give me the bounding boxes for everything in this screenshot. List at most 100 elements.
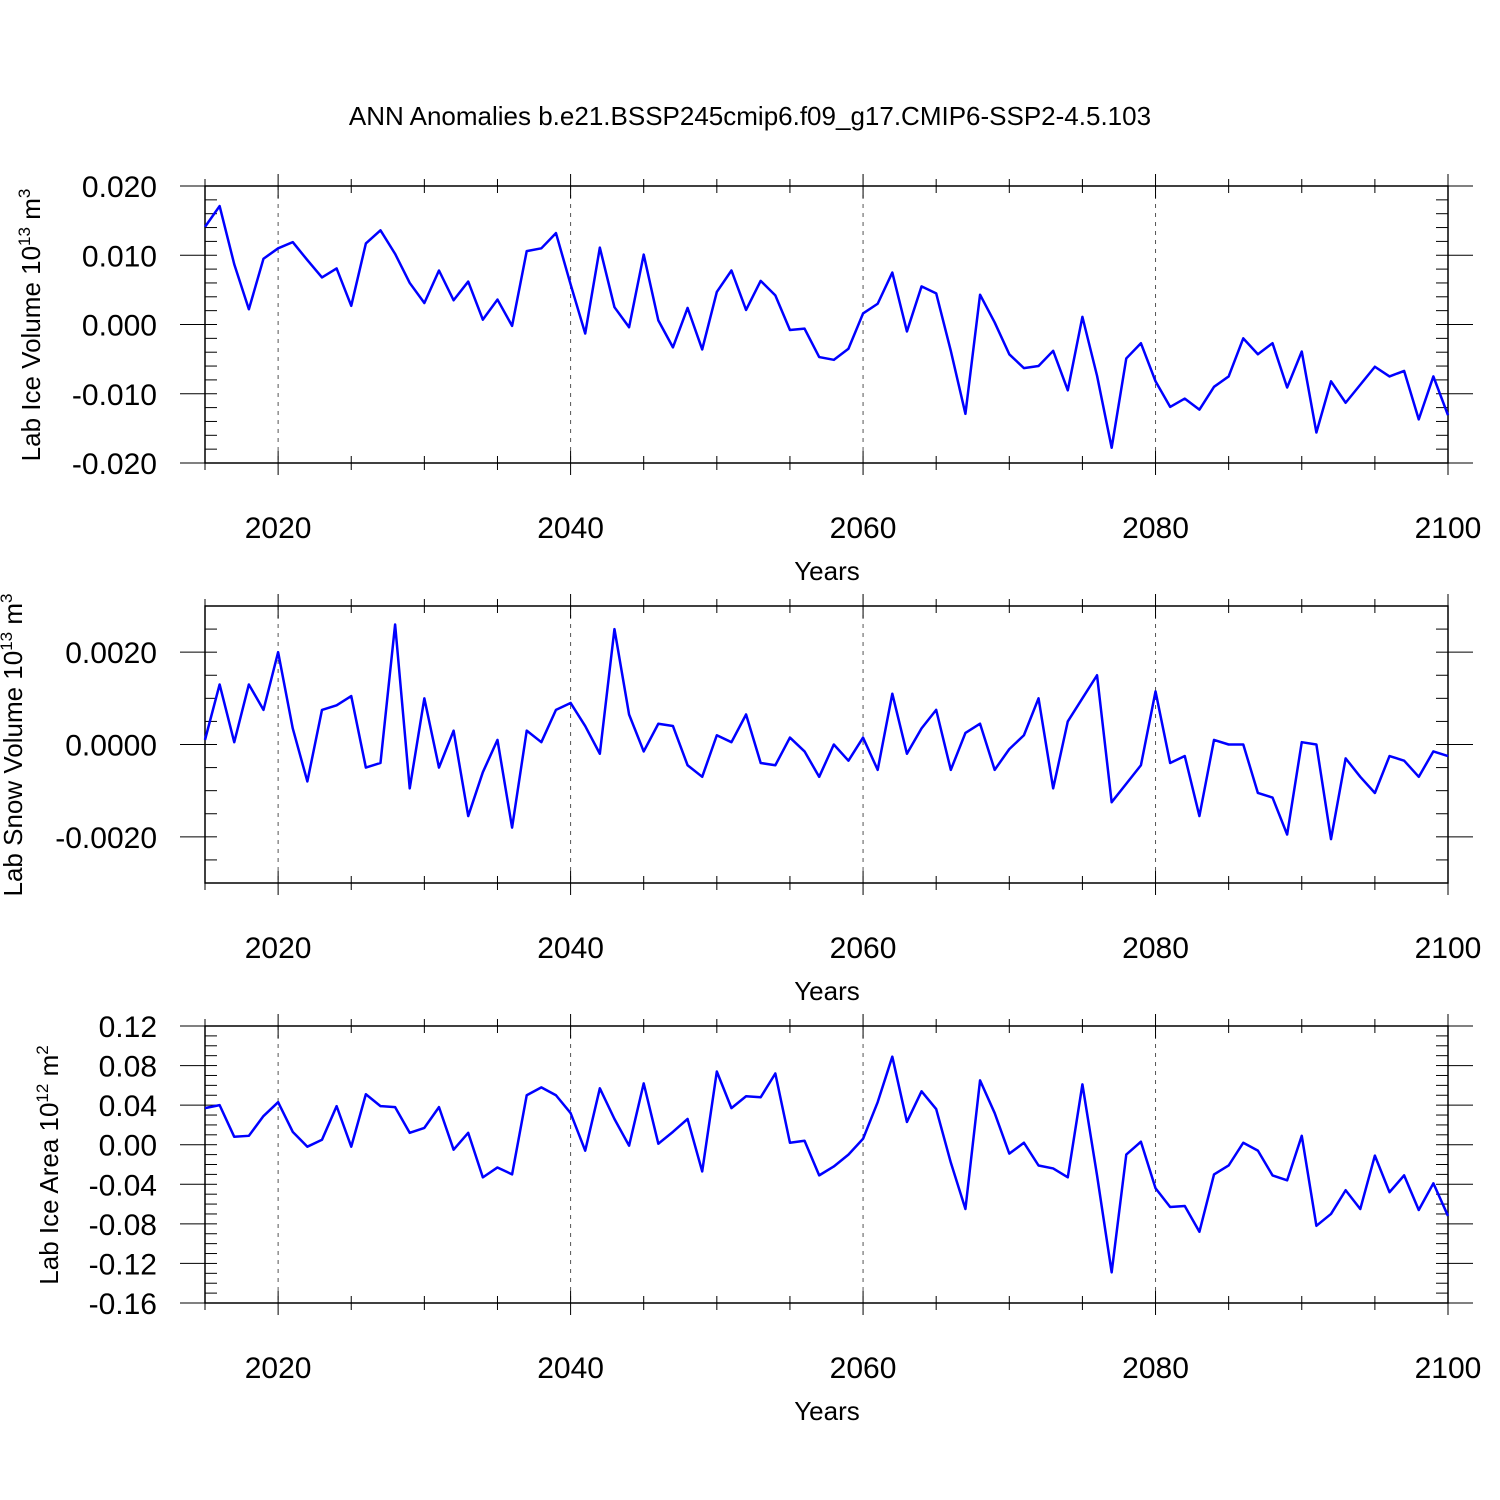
data-point [540,741,542,743]
data-point [891,271,893,273]
data-point [584,725,586,727]
data-point [1037,697,1039,699]
data-point [511,1173,513,1175]
data-point [1432,375,1434,377]
data-point [906,1121,908,1123]
data-point [335,267,337,269]
data-point [1359,776,1361,778]
data-point [1081,1083,1083,1085]
data-point [1374,366,1376,368]
data-point [1227,1164,1229,1166]
x-tick-label: 2100 [1415,932,1482,965]
data-point [452,729,454,731]
data-point [526,1094,528,1096]
data-point [1242,1142,1244,1144]
data-point [584,332,586,334]
data-point [569,702,571,704]
data-point [277,247,279,249]
data-point [628,1145,630,1147]
y-tick-label: 0.000 [82,310,157,343]
y-axis-title: Lab Snow Volume 1013 m3 [0,593,28,896]
x-axis-title: Years [794,1396,860,1426]
x-tick-label: 2040 [537,512,604,545]
data-point [1052,350,1054,352]
data-point [365,1093,367,1095]
data-point [1330,380,1332,382]
data-point [1198,815,1200,817]
data-point [423,697,425,699]
data-point [759,1096,761,1098]
y-tick-labels: -0.16 -0.12 -0.08 -0.04 0.00 0.04 0.08 0.12 [89,1011,157,1321]
data-point [599,753,601,755]
data-point [701,348,703,350]
data-point [204,1107,206,1109]
data-point [1257,792,1259,794]
data-point [379,762,381,764]
data-point [1067,389,1069,391]
data-point [496,298,498,300]
data-point [964,1208,966,1210]
data-point [1432,1182,1434,1184]
y-tick-label: -0.0020 [55,822,157,855]
data-point [862,1138,864,1140]
data-point [321,1139,323,1141]
data-point [350,305,352,307]
x-tick-label: 2020 [245,512,312,545]
data-point [774,1072,776,1074]
x-axis-title: Years [794,556,860,586]
data-point [1169,406,1171,408]
data-point [818,356,820,358]
data-point [350,1145,352,1147]
data-point [643,750,645,752]
data-point [1081,697,1083,699]
data-point [1184,1205,1186,1207]
data-point [1447,1215,1449,1217]
data-point [774,764,776,766]
data-point [716,1070,718,1072]
data-point [628,713,630,715]
data-point [1169,762,1171,764]
data-point [1359,1208,1361,1210]
data-point [1184,755,1186,757]
y-tick-label: 0.020 [82,171,157,204]
data-point [847,348,849,350]
grid-lines [277,1026,1157,1303]
data-point [1286,1179,1288,1181]
data-point [438,766,440,768]
data-point [1403,1174,1405,1176]
data-point [1037,365,1039,367]
data-point [482,771,484,773]
data-point [1330,838,1332,840]
data-point [920,1090,922,1092]
data-point [716,734,718,736]
data-point [1286,833,1288,835]
data-point [1418,1209,1420,1211]
data-point [218,1104,220,1106]
panel-ice-volume: 2020 2040 2060 2080 2100 -0.020 -0.010 0.000 0.… [15,171,1481,586]
data-point [1432,750,1434,752]
data-point [1418,418,1420,420]
data-point [979,1079,981,1081]
data-point [906,753,908,755]
data-point [964,732,966,734]
x-tick-label: 2060 [830,1352,897,1385]
series-line [204,1055,1450,1274]
data-point [1052,1167,1054,1169]
data-point [540,1086,542,1088]
data-point [555,1094,557,1096]
data-point [599,1087,601,1089]
data-point [248,1135,250,1137]
data-point [1067,720,1069,722]
data-point [467,1132,469,1134]
data-point [643,253,645,255]
data-point [1330,1213,1332,1215]
data-point [569,283,571,285]
data-point [1110,447,1112,449]
data-point [803,327,805,329]
data-point [1198,1231,1200,1233]
data-point [1301,1135,1303,1137]
data-point [409,787,411,789]
data-point [891,1055,893,1057]
y-tick-label: 0.0000 [65,730,157,763]
y-tick-labels: -0.0020 0.0000 0.0020 [55,637,157,855]
